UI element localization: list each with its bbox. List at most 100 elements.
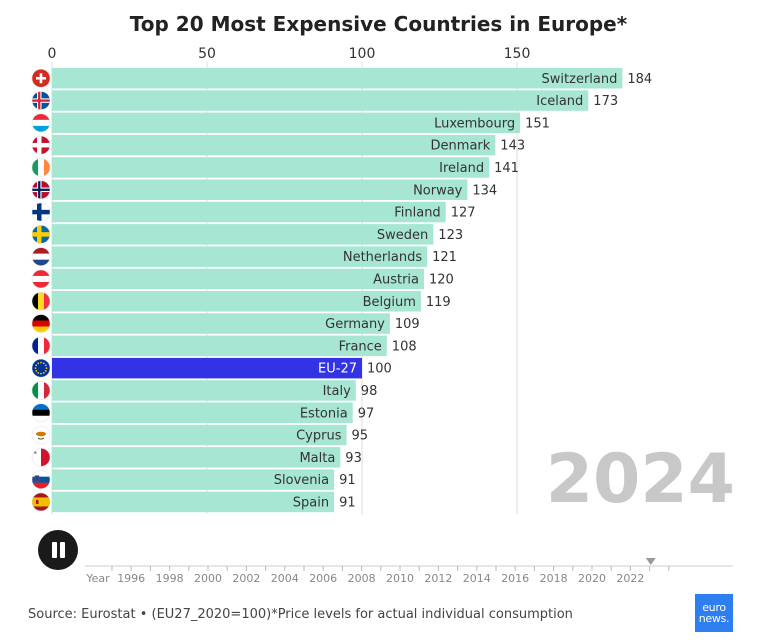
bar-slovenia[interactable] <box>52 469 335 490</box>
bar-eu-27[interactable] <box>52 357 362 379</box>
chart-title: Top 20 Most Expensive Countries in Europ… <box>129 12 628 36</box>
bar-category-label: Netherlands <box>343 250 422 265</box>
x-tick-label: 100 <box>349 46 376 62</box>
cyprus-flag-icon <box>31 425 51 445</box>
euronews-logo[interactable]: euro news. <box>695 594 733 632</box>
denmark-flag-icon <box>31 135 51 155</box>
bar-value-label: 93 <box>345 451 362 466</box>
timeline-year-label: 2008 <box>348 572 376 585</box>
bar-italy[interactable] <box>52 380 356 401</box>
bar-value-label: 173 <box>593 94 618 109</box>
bar-netherlands[interactable] <box>52 246 428 267</box>
ireland-flag-icon <box>31 158 51 177</box>
source-note: Source: Eurostat • (EU27_2020=100)*Price… <box>28 607 573 622</box>
logo-line-1: euro <box>702 601 726 614</box>
bar-value-label: 100 <box>367 362 392 377</box>
bar-value-label: 91 <box>339 495 356 510</box>
bar-sweden[interactable] <box>52 224 434 245</box>
timeline-handle-icon[interactable] <box>645 558 656 565</box>
bar-category-label: Switzerland <box>542 72 618 87</box>
bar-category-label: Luxembourg <box>434 116 515 131</box>
logo-line-2: news. <box>698 612 730 625</box>
germany-flag-icon <box>31 314 51 333</box>
bar-germany[interactable] <box>52 313 390 334</box>
bar-finland[interactable] <box>52 201 446 223</box>
year-label: 2024 <box>545 440 735 519</box>
timeline-year-label: 2022 <box>616 572 644 585</box>
bar-value-label: 134 <box>472 183 497 198</box>
bar-luxembourg[interactable] <box>52 112 521 134</box>
x-axis-ticks: 0 50 100 150 <box>48 46 531 62</box>
bar-switzerland[interactable] <box>52 68 623 89</box>
bar-category-label: Finland <box>394 206 440 221</box>
bar-norway[interactable] <box>52 179 468 201</box>
timeline-year-label: 1998 <box>156 572 184 585</box>
bar-belgium[interactable] <box>52 291 421 312</box>
bar-category-label: Italy <box>323 384 352 399</box>
bar-ireland[interactable] <box>52 157 490 178</box>
timeline-year-label: 2002 <box>232 572 260 585</box>
netherlands-flag-icon <box>31 247 51 266</box>
bar-category-label: Belgium <box>363 295 416 310</box>
x-tick-label: 50 <box>198 46 216 62</box>
timeline-year-label: 2010 <box>386 572 414 585</box>
bars: Switzerland 184 Iceland 173 Luxembourg 151 Den… <box>52 68 652 513</box>
bar-category-label: Sweden <box>377 228 428 243</box>
timeline-year-label: 2014 <box>463 572 491 585</box>
pause-icon <box>52 542 57 558</box>
timeline-year-label: 2020 <box>578 572 606 585</box>
bar-chart: 0 50 100 150 Switzerland 184 Iceland 173 Luxemb… <box>31 46 652 514</box>
bar-value-label: 119 <box>426 295 451 310</box>
bar-value-label: 95 <box>352 429 369 444</box>
eu-flag-icon <box>31 358 51 378</box>
bar-value-label: 121 <box>432 250 457 265</box>
bar-category-label: Germany <box>325 317 385 332</box>
timeline-year-label: 2018 <box>540 572 568 585</box>
switzerland-flag-icon <box>31 69 51 88</box>
flags <box>31 69 51 512</box>
bar-category-label: Norway <box>413 183 463 198</box>
austria-flag-icon <box>31 269 51 289</box>
bar-cyprus[interactable] <box>52 424 347 446</box>
italy-flag-icon <box>31 381 51 400</box>
timeline-year-label: 2006 <box>309 572 337 585</box>
bar-estonia[interactable] <box>52 402 353 424</box>
bar-value-label: 127 <box>451 206 476 221</box>
bar-category-label: France <box>339 339 382 354</box>
bar-value-label: 151 <box>525 116 550 131</box>
belgium-flag-icon <box>31 292 51 311</box>
iceland-flag-icon <box>31 91 51 110</box>
bar-category-label: Ireland <box>439 161 484 176</box>
spain-flag-icon <box>31 492 51 512</box>
bar-value-label: 120 <box>429 272 454 287</box>
pause-button[interactable] <box>38 530 78 570</box>
x-tick-label: 150 <box>504 46 531 62</box>
bar-iceland[interactable] <box>52 90 589 111</box>
timeline-year-label: 2000 <box>194 572 222 585</box>
bar-value-label: 143 <box>500 139 525 154</box>
bar-austria[interactable] <box>52 268 424 290</box>
pause-icon-bar <box>60 542 65 558</box>
timeline-year-label: 2012 <box>424 572 452 585</box>
timeline-year-label: 2004 <box>271 572 299 585</box>
norway-flag-icon <box>31 180 51 199</box>
bar-category-label: Austria <box>373 272 419 287</box>
bar-category-label: Slovenia <box>274 473 329 488</box>
bar-category-label: Iceland <box>536 94 583 109</box>
bar-france[interactable] <box>52 335 387 357</box>
bar-category-label: Spain <box>293 495 329 510</box>
slovenia-flag-icon <box>31 470 51 489</box>
bar-spain[interactable] <box>52 491 335 513</box>
france-flag-icon <box>31 336 51 356</box>
bar-category-label: Estonia <box>300 406 348 421</box>
bar-category-label: Cyprus <box>296 429 342 444</box>
bar-denmark[interactable] <box>52 134 496 156</box>
bar-category-label: Malta <box>299 451 335 466</box>
malta-flag-icon <box>31 448 51 467</box>
bar-category-label: EU-27 <box>318 362 357 377</box>
bar-malta[interactable] <box>52 447 341 468</box>
x-tick-label: 0 <box>48 46 57 62</box>
bar-value-label: 141 <box>494 161 519 176</box>
timeline-year-label: 2016 <box>501 572 529 585</box>
luxembourg-flag-icon <box>31 113 51 133</box>
